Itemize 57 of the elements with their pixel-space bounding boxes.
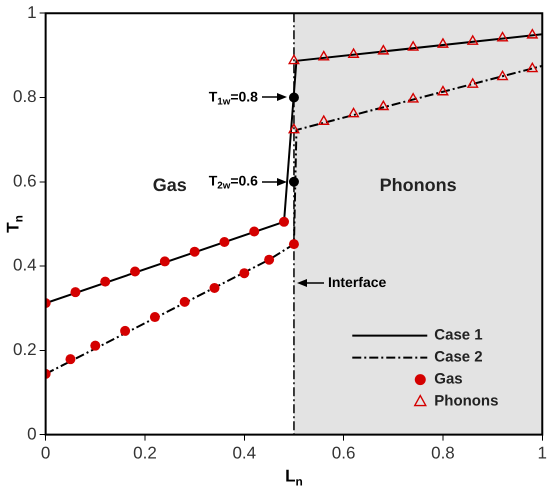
point — [526, 28, 538, 39]
x-tick-label: 0.6 — [332, 443, 356, 462]
legend-label: Case 2 — [434, 348, 483, 366]
point — [378, 100, 389, 110]
point — [70, 287, 80, 298]
point — [90, 340, 100, 351]
legend-label: Case 1 — [434, 326, 483, 344]
annotation: Gas — [152, 174, 187, 195]
point — [437, 38, 448, 48]
point — [348, 108, 360, 118]
point — [249, 226, 260, 236]
point — [318, 50, 330, 60]
point — [130, 266, 140, 277]
x-tick-label: 0 — [40, 443, 50, 462]
point — [279, 216, 290, 227]
point — [190, 246, 200, 257]
point — [120, 326, 130, 336]
point — [264, 254, 274, 265]
x-tick-label: 0.8 — [431, 443, 455, 462]
y-tick-label: 0 — [27, 424, 37, 444]
point — [318, 115, 330, 125]
y-tick-label: 0.2 — [12, 340, 37, 360]
point — [497, 32, 508, 42]
y-tick-label: 0.4 — [12, 256, 37, 275]
point — [348, 48, 360, 58]
point — [180, 296, 190, 307]
x-tick-label: 1 — [538, 443, 548, 462]
y-axis-title: Tn — [4, 215, 26, 233]
y-tick-label: 0.6 — [12, 171, 37, 190]
legend-label: Phonons — [434, 392, 498, 410]
point — [526, 62, 538, 72]
point — [100, 276, 110, 287]
point — [288, 124, 300, 134]
x-tick-label: 0.2 — [133, 443, 157, 462]
y-tick-label: 1 — [27, 2, 37, 22]
point — [209, 282, 220, 293]
point — [378, 44, 389, 55]
point — [288, 239, 299, 250]
point — [288, 54, 300, 64]
band-label: Phonons — [380, 174, 457, 195]
point — [408, 92, 419, 103]
point — [160, 256, 170, 266]
x-tick-label: 0.4 — [232, 443, 256, 462]
point — [437, 86, 448, 96]
legend-label: Gas — [434, 370, 463, 388]
point — [467, 35, 478, 45]
ref-line-label: Interface — [328, 274, 387, 290]
point — [408, 41, 419, 51]
point — [288, 92, 299, 102]
point — [150, 312, 160, 322]
point — [239, 268, 250, 278]
point — [65, 354, 76, 364]
point — [497, 70, 508, 80]
point — [219, 237, 230, 248]
point — [467, 78, 478, 88]
point — [288, 176, 299, 187]
y-tick-label: 0.8 — [12, 87, 37, 106]
